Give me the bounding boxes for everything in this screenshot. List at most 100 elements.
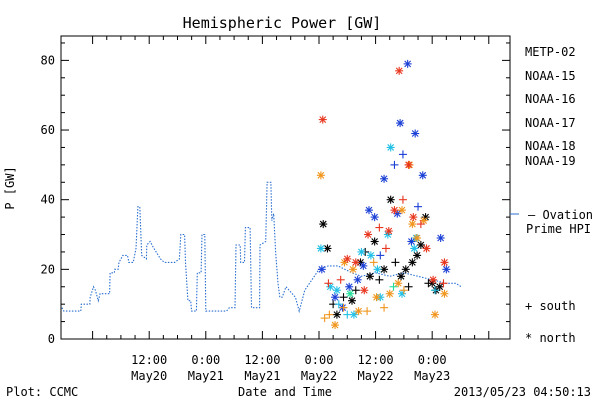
data-point-noaa-18 (394, 279, 403, 288)
y-tick-label: 60 (41, 123, 55, 137)
data-point-metp-02 (416, 240, 425, 249)
data-point-noaa-19 (384, 227, 393, 236)
data-point-metp-02 (375, 275, 384, 284)
data-point-noaa-15 (353, 275, 362, 284)
data-point-metp-02 (348, 296, 357, 305)
data-point-noaa-16 (357, 247, 366, 256)
legend-noaa-16: NOAA-16 (525, 92, 576, 106)
data-point-noaa-18 (363, 307, 372, 316)
data-point-noaa-18 (413, 234, 422, 242)
data-point-noaa-18 (385, 289, 394, 298)
data-point-noaa-19 (422, 244, 431, 253)
data-point-metp-02 (365, 272, 374, 281)
data-point-noaa-15 (418, 171, 427, 180)
x-tick-label-time: 0:00 (305, 353, 334, 367)
x-tick-label-date: May22 (301, 369, 337, 383)
data-point-noaa-19 (409, 213, 418, 222)
satellite-points (316, 59, 451, 330)
data-point-noaa-18 (431, 310, 440, 319)
data-point-noaa-18 (372, 293, 381, 302)
data-point-noaa-16 (334, 300, 343, 309)
data-point-noaa-15 (407, 237, 416, 246)
data-point-noaa-15 (380, 174, 389, 183)
data-point-metp-02 (386, 195, 395, 204)
data-point-metp-02 (332, 310, 341, 319)
data-point-noaa-16 (326, 282, 335, 291)
data-point-noaa-16 (397, 289, 406, 298)
x-tick-label-time: 12:00 (131, 353, 167, 367)
data-point-noaa-19 (439, 279, 448, 288)
data-point-noaa-15 (398, 150, 407, 159)
data-point-metp-02 (351, 286, 360, 295)
data-point-noaa-18 (320, 314, 329, 323)
legend-noaa-15: NOAA-15 (525, 69, 576, 83)
data-point-noaa-16 (410, 244, 419, 253)
data-point-noaa-15 (331, 293, 340, 302)
data-point-noaa-19 (404, 160, 413, 169)
plot-frame (60, 35, 511, 340)
legend-metp-02: METP-02 (525, 45, 576, 59)
marker-south-label: + south (525, 299, 576, 313)
data-point-noaa-19 (390, 206, 399, 215)
data-point-noaa-18 (440, 289, 449, 298)
data-point-metp-02 (408, 258, 417, 267)
data-point-noaa-19 (440, 258, 449, 267)
x-tick-label-time: 0:00 (191, 353, 220, 367)
data-point-metp-02 (397, 272, 406, 281)
data-point-noaa-19 (343, 254, 352, 263)
y-tick-label: 80 (41, 53, 55, 67)
data-point-noaa-19 (398, 195, 407, 204)
data-point-noaa-16 (366, 251, 375, 260)
data-point-metp-02 (319, 220, 328, 229)
legend-noaa-19: NOAA-19 (525, 154, 576, 168)
data-point-noaa-16 (431, 286, 440, 295)
y-axis-ticks: 0 20 40 60 80 (41, 42, 510, 346)
y-tick-label: 40 (41, 193, 55, 207)
data-point-noaa-19 (351, 258, 360, 267)
data-point-noaa-15 (345, 282, 354, 291)
data-point-metp-02 (413, 251, 422, 260)
data-point-noaa-16 (373, 265, 382, 274)
data-point-noaa-15 (390, 160, 399, 169)
x-tick-label-date: May21 (188, 369, 224, 383)
data-point-noaa-19 (318, 115, 327, 124)
data-point-metp-02 (391, 258, 400, 267)
x-tick-label-time: 12:00 (358, 353, 394, 367)
data-point-noaa-15 (396, 119, 405, 128)
y-axis-label: P [GW] (3, 166, 17, 209)
data-point-noaa-15 (414, 202, 423, 211)
data-point-noaa-18 (316, 171, 325, 180)
chart-title: Hemispheric Power [GW] (183, 14, 382, 32)
data-point-noaa-19 (360, 286, 369, 295)
y-tick-label: 20 (41, 262, 55, 276)
data-point-noaa-19 (336, 275, 345, 284)
data-point-noaa-16 (386, 143, 395, 152)
legend-noaa-17: NOAA-17 (525, 116, 576, 130)
data-point-noaa-16 (332, 286, 341, 295)
data-point-noaa-19 (381, 244, 390, 253)
marker-north-label: * north (525, 331, 576, 345)
data-point-noaa-15 (403, 59, 412, 68)
data-point-noaa-15 (317, 265, 326, 274)
data-point-metp-02 (435, 282, 444, 291)
x-tick-label-date: May22 (358, 369, 394, 383)
ovation-legend-line2: Prime HPI (526, 222, 591, 236)
data-point-noaa-19 (324, 279, 333, 288)
x-axis-ticks: 12:00 May20 0:00 May21 12:00 May21 0:00 May22 12… (92, 36, 490, 383)
data-point-noaa-15 (376, 251, 385, 260)
data-point-noaa-18 (331, 321, 340, 330)
footer-timestamp: 2013/05/23 04:50:13 (454, 385, 591, 399)
data-point-noaa-18 (399, 286, 408, 295)
data-point-noaa-18 (419, 216, 428, 225)
data-point-noaa-19 (416, 220, 425, 229)
x-tick-label-date: May23 (414, 369, 450, 383)
data-point-noaa-18 (325, 310, 334, 319)
data-point-noaa-16 (349, 310, 358, 319)
x-tick-label-date: May20 (131, 369, 167, 383)
data-point-noaa-18 (408, 220, 417, 229)
data-point-noaa-19 (429, 275, 438, 284)
data-point-noaa-15 (436, 234, 445, 242)
ovation-legend-line1: – Ovation (528, 208, 593, 222)
data-point-noaa-18 (348, 265, 357, 274)
